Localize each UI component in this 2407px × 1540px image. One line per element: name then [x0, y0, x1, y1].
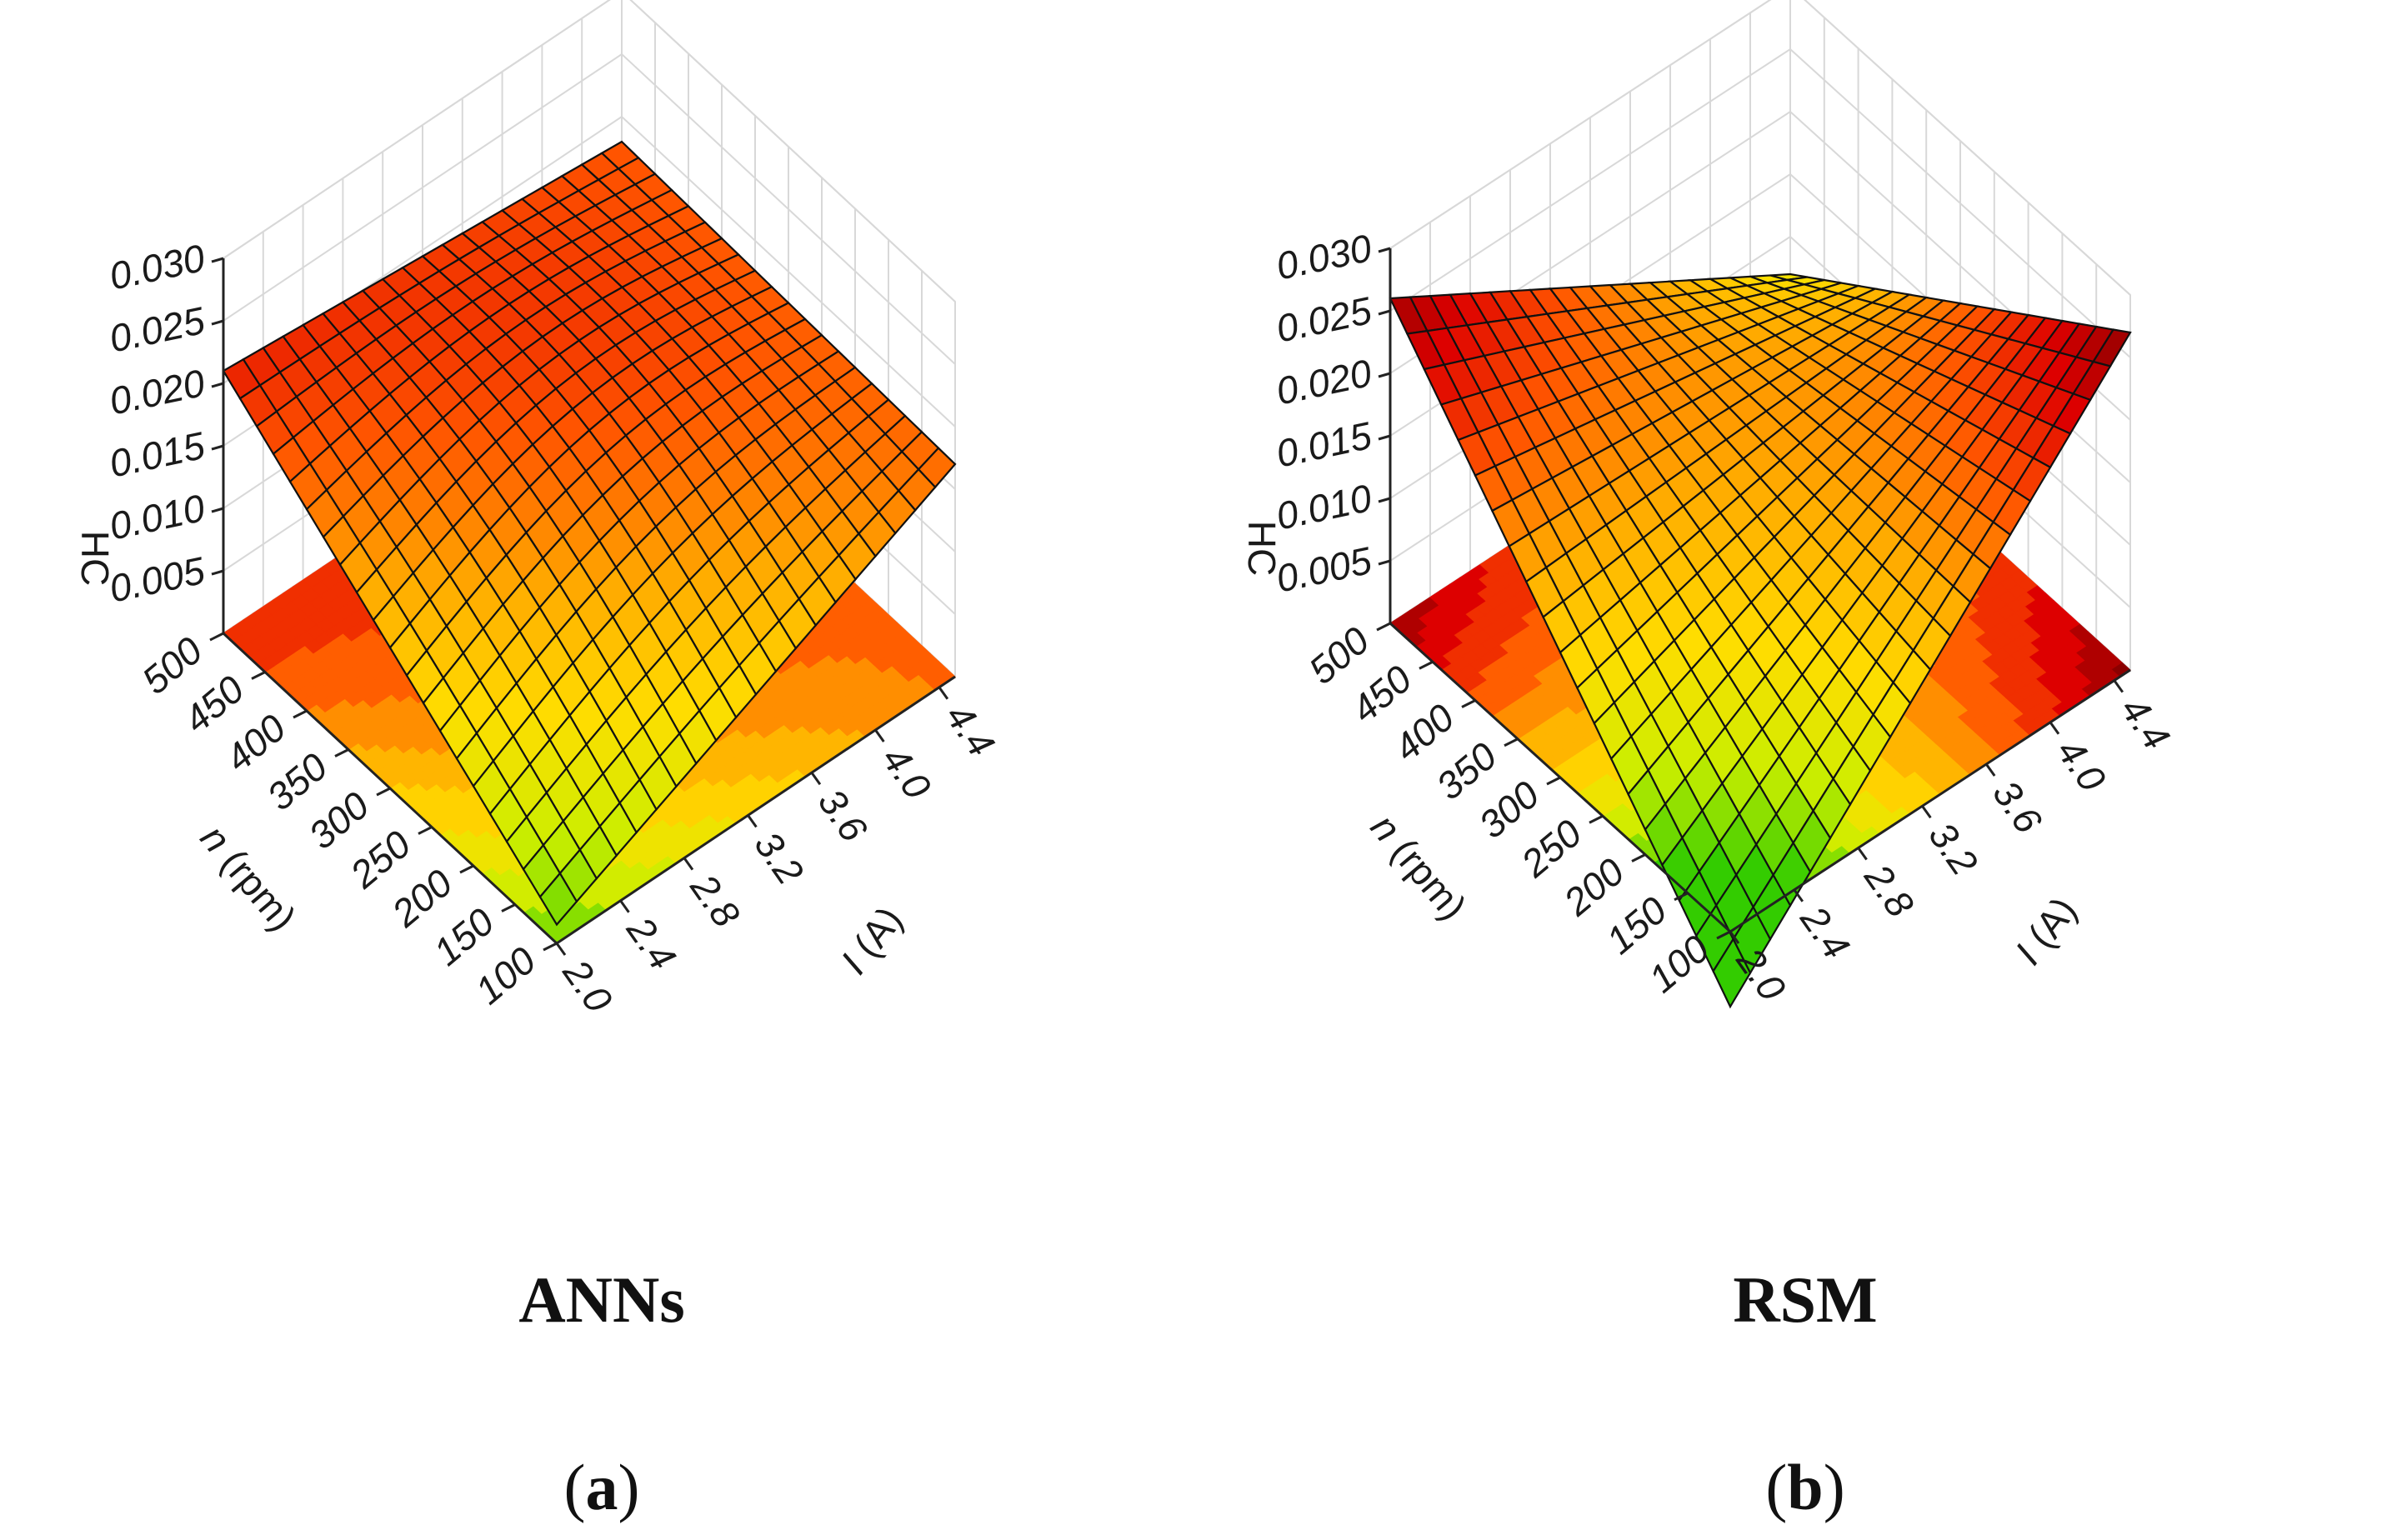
z-tick-mark: [1378, 434, 1391, 441]
z-tick-mark: [1378, 247, 1391, 253]
i-tick-mark: [2113, 679, 2124, 693]
z-tick-label: 0.005: [106, 548, 209, 611]
n-tick-mark: [1419, 660, 1434, 670]
n-tick-mark: [293, 709, 308, 719]
i-tick-mark: [1729, 931, 1740, 944]
n-tick-mark: [334, 748, 349, 758]
grid-line: [223, 0, 956, 302]
surface-plot-anns: 0.0050.0100.0150.0200.0250.030HC10015020…: [73, 0, 1003, 1020]
z-axis-label: HC: [73, 531, 117, 586]
z-tick-label: 0.020: [106, 361, 209, 423]
i-tick-mark: [1921, 805, 1932, 819]
i-tick-mark: [683, 857, 694, 871]
i-tick-label: 4.0: [2049, 731, 2115, 800]
i-axis-label: I (A): [2006, 889, 2084, 972]
z-axis-label: HC: [1240, 521, 1284, 576]
z-tick-label: 0.020: [1273, 351, 1376, 413]
n-tick-mark: [209, 632, 224, 642]
i-tick-label: 2.4: [1792, 898, 1859, 967]
grid-line: [1389, 48, 2131, 358]
n-tick-mark: [1589, 814, 1604, 824]
panel-label-a: (a): [563, 1451, 640, 1523]
z-tick-label: 0.010: [1273, 476, 1376, 538]
grid-line: [223, 52, 956, 365]
z-tick-label: 0.030: [106, 236, 209, 298]
n-tick-mark: [543, 942, 558, 952]
z-tick-label: 0.030: [1273, 226, 1376, 288]
z-tick-label: 0.005: [1273, 538, 1376, 601]
i-tick-label: 2.4: [618, 908, 685, 978]
i-tick-label: 3.2: [746, 823, 812, 892]
n-tick-mark: [251, 671, 266, 680]
caption-anns: ANNs: [518, 1263, 685, 1336]
i-tick-label: 2.8: [1856, 856, 1923, 925]
n-tick-mark: [501, 903, 516, 912]
z-tick-label: 0.010: [106, 486, 209, 548]
n-tick-mark: [418, 826, 433, 835]
i-axis-label: I (A): [832, 898, 910, 982]
n-tick-mark: [1376, 622, 1391, 632]
i-tick-label: 3.2: [1920, 814, 1986, 882]
i-tick-mark: [1793, 888, 1804, 902]
surface-mesh: [1389, 272, 2132, 1009]
i-tick-mark: [2049, 721, 2060, 735]
surface-mesh: [222, 140, 957, 927]
z-tick-mark: [211, 444, 224, 451]
z-tick-mark: [211, 382, 224, 388]
i-tick-label: 4.4: [938, 696, 1003, 764]
i-tick-mark: [1857, 847, 1868, 861]
z-tick-label: 0.015: [1273, 413, 1376, 476]
i-tick-label: 3.6: [1984, 772, 2051, 842]
panel-label-b: (b): [1765, 1451, 1845, 1523]
i-axis-line: [1729, 668, 2131, 933]
z-tick-mark: [211, 569, 224, 576]
n-tick-mark: [1674, 892, 1689, 902]
i-tick-mark: [619, 899, 630, 913]
z-tick-mark: [1378, 497, 1391, 503]
i-tick-label: 4.4: [2113, 688, 2179, 757]
n-tick-mark: [1546, 776, 1561, 786]
n-axis-label: n (rpm): [1363, 806, 1475, 928]
z-tick-mark: [211, 319, 224, 326]
z-tick-label: 0.025: [106, 298, 209, 361]
i-tick-mark: [810, 772, 822, 786]
z-tick-mark: [211, 257, 224, 263]
z-tick-mark: [1378, 559, 1391, 566]
i-tick-mark: [874, 729, 885, 742]
n-tick-mark: [1504, 738, 1519, 748]
z-tick-mark: [1378, 372, 1391, 378]
grid-line: [1389, 0, 2131, 296]
i-tick-label: 3.6: [810, 781, 877, 850]
i-axis-line: [556, 675, 956, 945]
n-tick-mark: [1716, 930, 1731, 940]
z-tick-mark: [1378, 309, 1391, 316]
n-axis-label: n (rpm): [193, 817, 305, 939]
i-tick-label: 2.8: [682, 866, 748, 935]
i-tick-mark: [1984, 763, 1996, 777]
caption-rsm: RSM: [1733, 1263, 1878, 1336]
i-tick-mark: [747, 814, 758, 828]
n-tick-mark: [459, 864, 474, 874]
z-tick-label: 0.025: [1273, 288, 1376, 351]
z-tick-label: 0.015: [106, 423, 209, 486]
i-tick-mark: [555, 942, 567, 956]
i-tick-label: 4.0: [873, 738, 940, 808]
i-tick-mark: [938, 686, 949, 700]
surface-plot-rsm: 0.0050.0100.0150.0200.0250.030HC10015020…: [1240, 0, 2179, 1009]
n-tick-mark: [376, 787, 391, 797]
n-tick-mark: [1461, 699, 1476, 708]
i-tick-label: 2.0: [554, 951, 621, 1020]
z-tick-mark: [211, 507, 224, 513]
n-tick-mark: [1631, 853, 1646, 862]
